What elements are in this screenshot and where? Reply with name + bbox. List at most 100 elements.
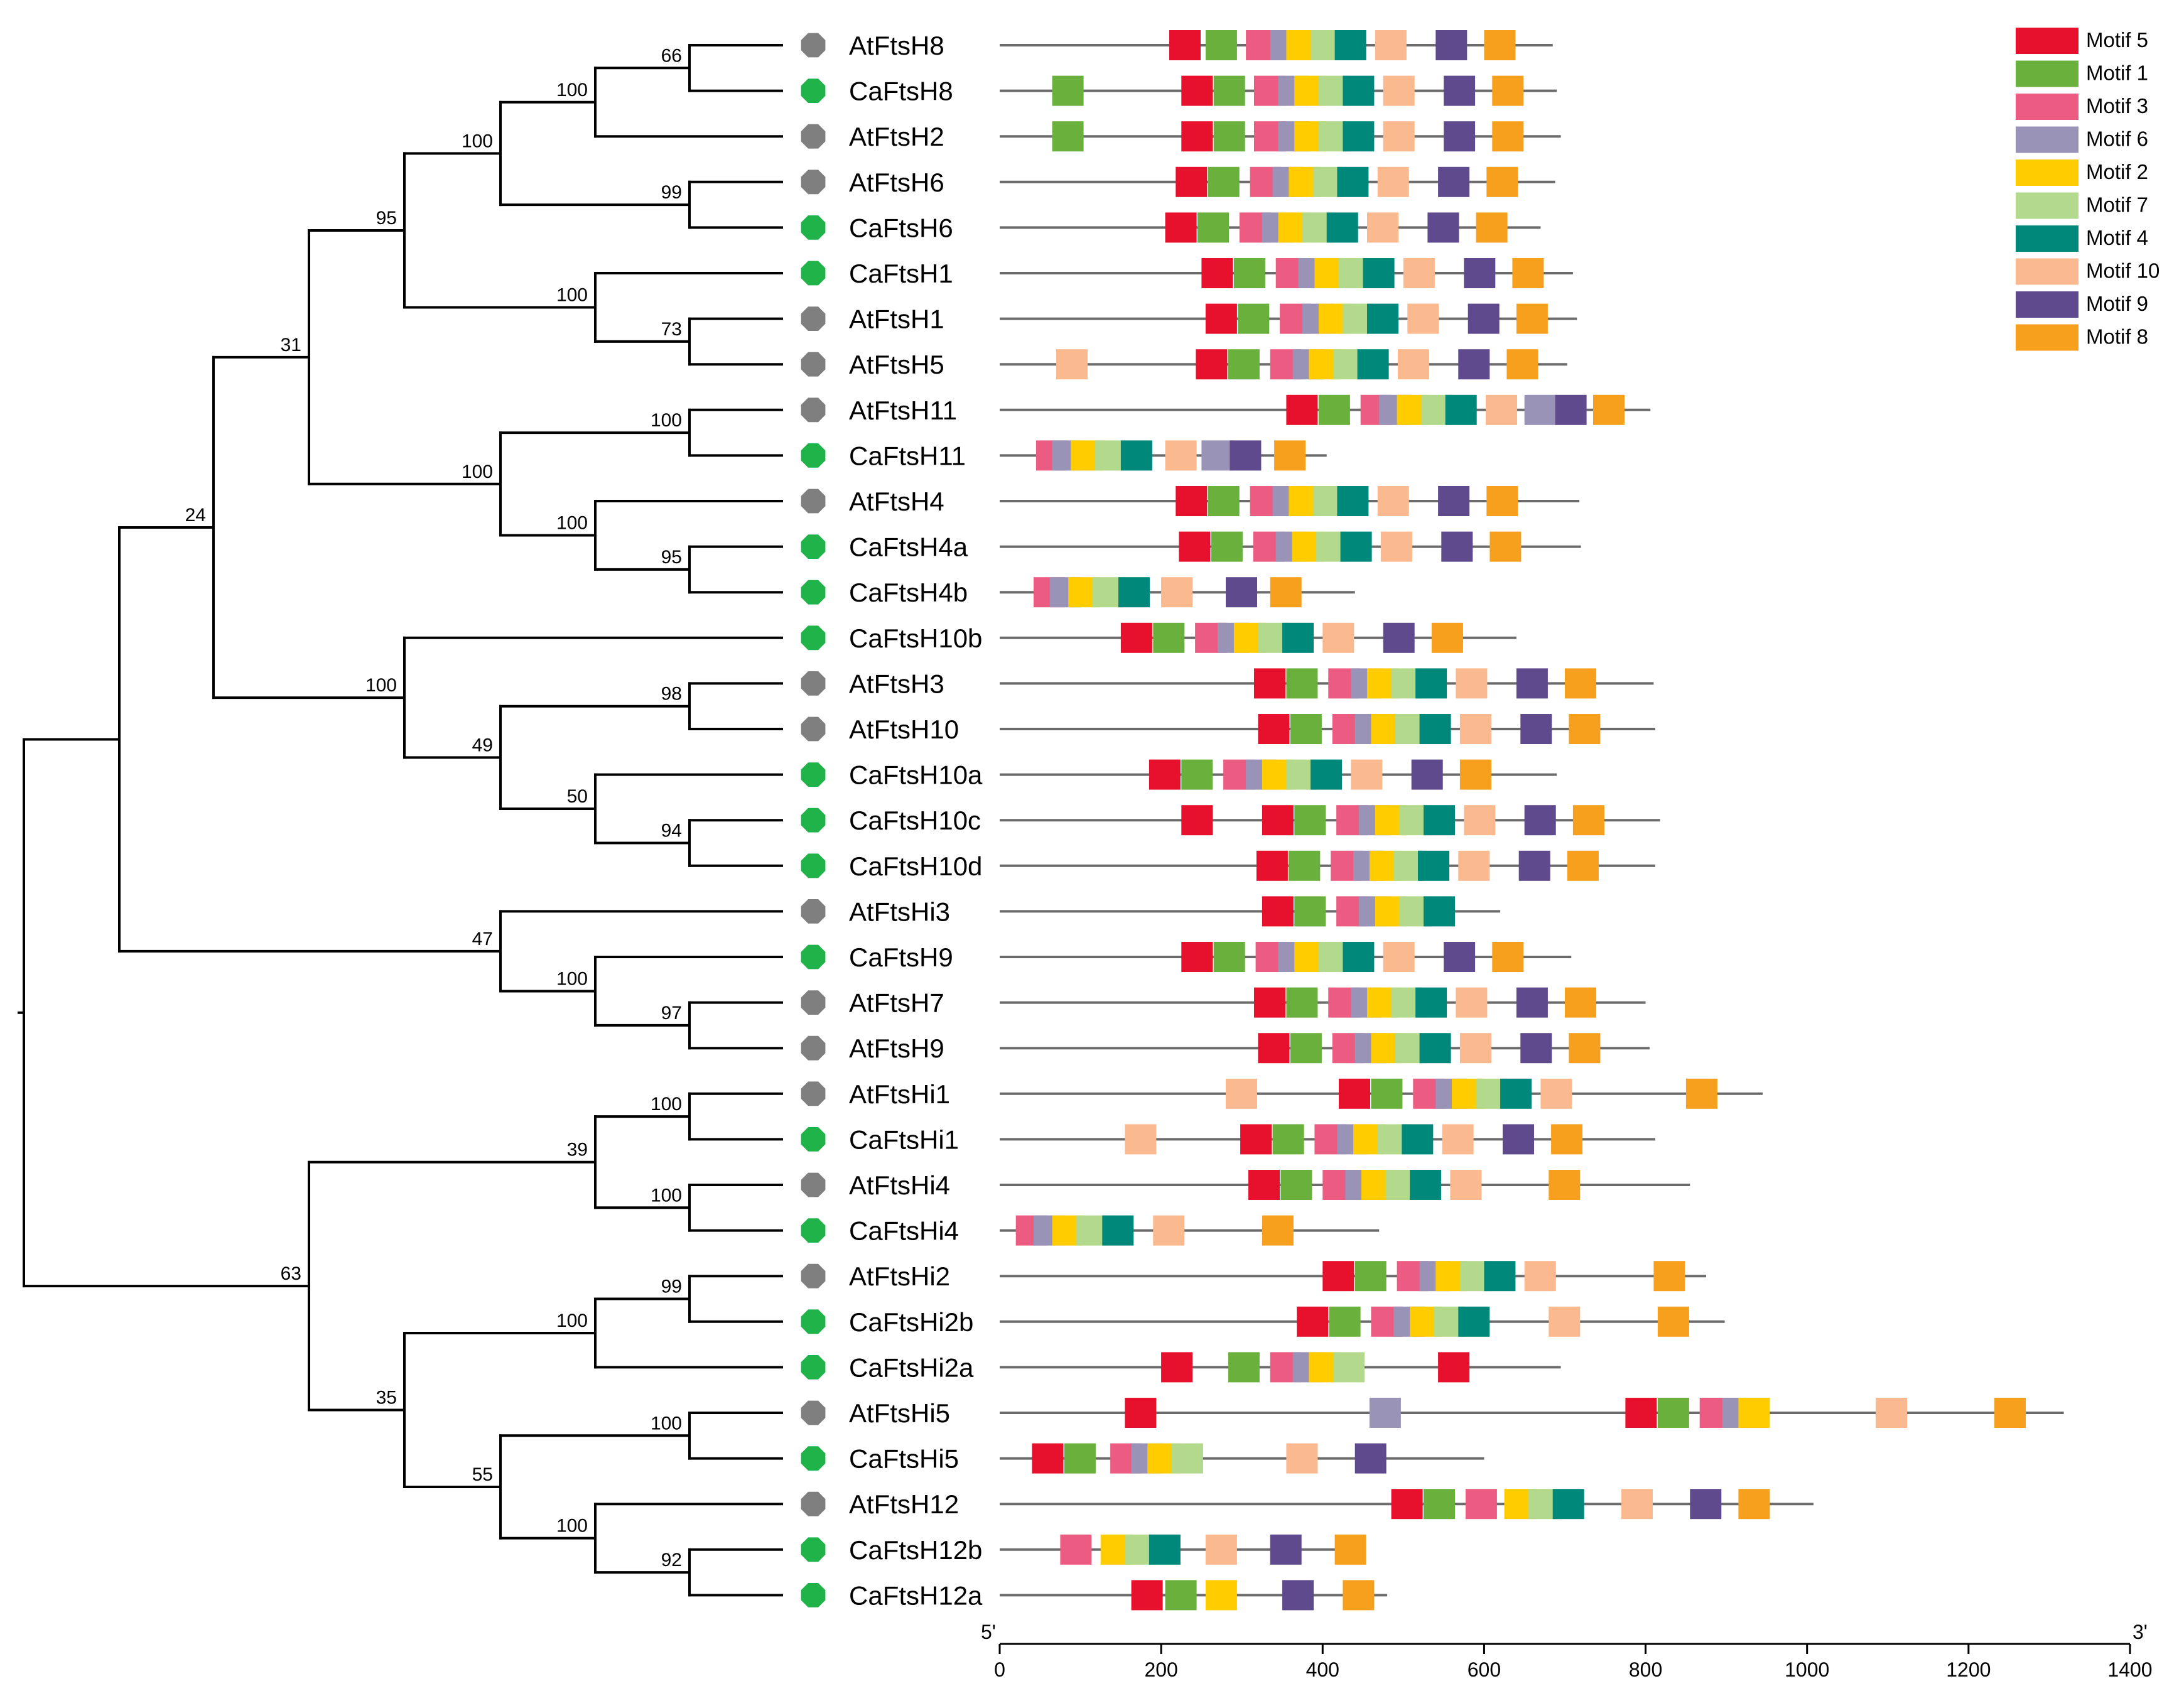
bootstrap-value: 100 xyxy=(556,284,588,305)
motif-5-box xyxy=(1169,30,1201,60)
motif-9-box xyxy=(1458,349,1490,380)
motif-10-box xyxy=(1486,394,1517,425)
gene-row-caftshi5: CaFtsHi5 xyxy=(801,1443,1484,1474)
motif-5-box xyxy=(1032,1443,1064,1474)
motif-9-box xyxy=(1438,166,1470,197)
axis-tick-label: 600 xyxy=(1468,1658,1501,1681)
motif-4-box xyxy=(1410,1170,1442,1200)
legend-swatch xyxy=(2016,192,2079,219)
motif-10-box xyxy=(1367,212,1398,243)
motif-8-box xyxy=(1489,531,1522,562)
motif-8-box xyxy=(1551,1124,1583,1155)
species-marker-icon xyxy=(801,580,826,605)
bootstrap-value: 100 xyxy=(651,1185,682,1206)
motif-5-box xyxy=(1125,1398,1157,1428)
species-marker-icon xyxy=(801,1400,826,1425)
motif-1-box xyxy=(1272,1124,1304,1155)
gene-label: AtFtsH1 xyxy=(849,305,944,334)
gene-label: CaFtsH10d xyxy=(849,851,982,881)
legend-label: Motif 4 xyxy=(2086,226,2148,249)
axis-tick-label: 200 xyxy=(1144,1658,1177,1681)
motif-3-box xyxy=(1465,1489,1497,1520)
motif-2-box xyxy=(1205,1580,1237,1611)
motif-10-box xyxy=(1549,1306,1581,1337)
motif-1-box xyxy=(1286,987,1318,1018)
motif-1-box xyxy=(1424,1489,1455,1520)
motif-1-box xyxy=(1329,1306,1361,1337)
motif-8-box xyxy=(1685,1078,1717,1109)
species-marker-icon xyxy=(801,1491,826,1516)
species-marker-icon xyxy=(801,443,826,468)
gene-label: CaFtsH10b xyxy=(849,624,982,653)
gene-row-caftshi1: CaFtsHi1 xyxy=(801,1124,1655,1155)
motif-10-box xyxy=(1205,1534,1237,1565)
motif-4-box xyxy=(1415,668,1447,699)
axis-tick-label: 800 xyxy=(1629,1658,1662,1681)
legend-swatch xyxy=(2016,126,2079,153)
motif-8-box xyxy=(1492,75,1524,106)
motif-1-box xyxy=(1280,1170,1312,1200)
motif-4-box xyxy=(1334,30,1366,60)
motif-4-box xyxy=(1120,440,1152,471)
gene-row-caftsh10c: CaFtsH10c xyxy=(801,805,1660,836)
motif-5-box xyxy=(1179,531,1211,562)
gene-label: AtFtsH3 xyxy=(849,669,944,698)
motif-8-box xyxy=(1506,349,1538,380)
gene-label: CaFtsHi2b xyxy=(849,1307,973,1337)
motif-10-box xyxy=(1380,531,1412,562)
gene-label: CaFtsH12b xyxy=(849,1535,982,1565)
motif-5-box xyxy=(1254,987,1285,1018)
bootstrap-value: 100 xyxy=(556,512,588,533)
motif-9-box xyxy=(1282,1580,1314,1611)
bootstrap-value: 100 xyxy=(556,1310,588,1331)
motif-5-box xyxy=(1205,303,1237,334)
motif-9-box xyxy=(1516,987,1548,1018)
bootstrap-value: 100 xyxy=(651,1413,682,1434)
gene-label: AtFtsH8 xyxy=(849,31,944,60)
motif-10-box xyxy=(1056,349,1088,380)
gene-row-caftsh10a: CaFtsH10a xyxy=(801,759,1557,790)
motif-5-box xyxy=(1240,1124,1272,1155)
bootstrap-value: 31 xyxy=(281,335,301,355)
motif-10-box xyxy=(1125,1124,1157,1155)
bootstrap-value: 95 xyxy=(376,208,397,229)
species-marker-icon xyxy=(801,1446,826,1471)
gene-row-atftshi4: AtFtsHi4 xyxy=(801,1170,1690,1200)
legend-swatch xyxy=(2016,225,2079,252)
motif-5-box xyxy=(1339,1078,1370,1109)
motif-10-box xyxy=(1540,1078,1572,1109)
motif-5-box xyxy=(1391,1489,1423,1520)
legend-label: Motif 9 xyxy=(2086,292,2148,315)
motif-8-box xyxy=(1262,1215,1294,1246)
motif-1-box xyxy=(1197,212,1229,243)
species-marker-icon xyxy=(801,397,826,423)
motif-10-box xyxy=(1397,349,1429,380)
gene-row-caftsh1: CaFtsH1 xyxy=(801,258,1573,288)
motif-4-box xyxy=(1367,303,1398,334)
species-marker-icon xyxy=(801,124,826,149)
gene-row-atftsh1: AtFtsH1 xyxy=(801,303,1577,334)
motif-1-box xyxy=(1165,1580,1197,1611)
bootstrap-value: 24 xyxy=(185,505,206,526)
motif-10-box xyxy=(1383,121,1415,152)
gene-label: AtFtsH2 xyxy=(849,122,944,151)
bootstrap-value: 63 xyxy=(281,1263,301,1284)
motif-4-box xyxy=(1337,166,1369,197)
gene-label: AtFtsH9 xyxy=(849,1034,944,1063)
species-marker-icon xyxy=(801,1309,826,1334)
motif-8-box xyxy=(1492,942,1524,972)
motif-4-box xyxy=(1282,622,1314,653)
motif-10-box xyxy=(1226,1078,1257,1109)
motif-1-box xyxy=(1052,75,1084,106)
species-marker-icon xyxy=(801,306,826,331)
gene-row-atftsh6: AtFtsH6 xyxy=(801,166,1555,197)
motif-8-box xyxy=(1549,1170,1581,1200)
legend-swatch xyxy=(2016,60,2079,87)
motif-9-box xyxy=(1230,440,1262,471)
gene-row-caftsh12a: CaFtsH12a xyxy=(801,1580,1388,1611)
motif-8-box xyxy=(1459,759,1491,790)
bootstrap-value: 100 xyxy=(556,80,588,100)
motif-3-box xyxy=(1060,1534,1092,1565)
species-marker-icon xyxy=(801,1172,826,1197)
gene-row-atftshi2: AtFtsHi2 xyxy=(801,1261,1706,1292)
